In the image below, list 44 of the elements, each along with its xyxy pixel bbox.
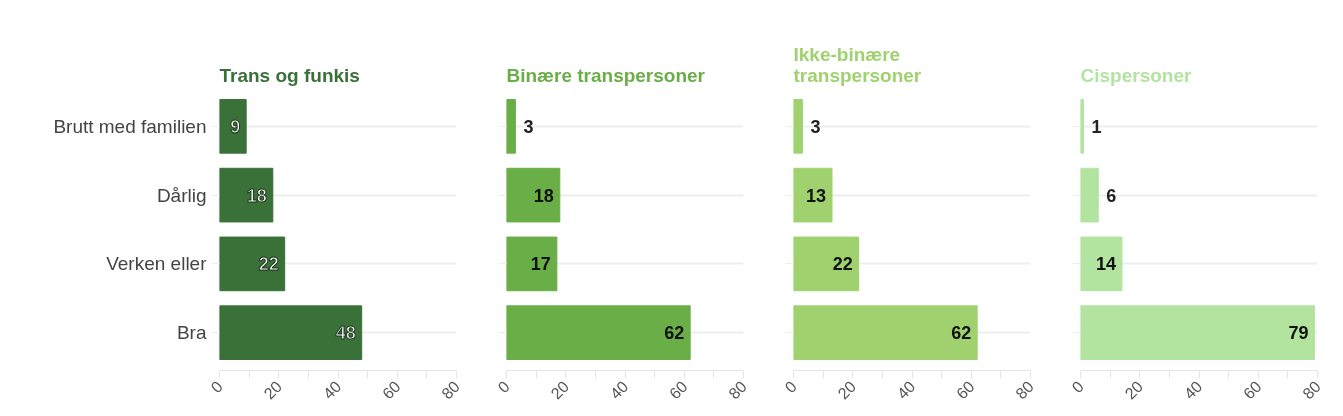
x-tick-label: 40 — [606, 377, 632, 403]
data-label: 3 — [810, 116, 821, 137]
x-tick-label: 80 — [1012, 377, 1037, 403]
x-tick-label: 0 — [207, 377, 226, 397]
y-tick-label: Brutt med familien — [53, 115, 207, 137]
y-tick-label: Bra — [176, 322, 207, 344]
x-tick-label: 20 — [1121, 377, 1147, 403]
data-label: 14 — [1095, 254, 1116, 275]
x-tick-label: 80 — [1299, 377, 1324, 403]
x-tick-label: 20 — [260, 377, 286, 403]
chart-title: Binære transpersoner — [506, 64, 706, 86]
data-label: 3 — [523, 116, 534, 137]
data-label: 79 — [1288, 323, 1309, 344]
data-label: 62 — [951, 323, 972, 344]
x-tick-label: 60 — [1240, 377, 1265, 403]
x-tick-label: 60 — [953, 377, 978, 403]
data-label: 6 — [1106, 185, 1117, 206]
x-tick-label: 20 — [547, 377, 573, 403]
data-label: 17 — [530, 254, 551, 275]
data-label: 18 — [533, 185, 554, 206]
x-tick-label: 60 — [379, 377, 404, 403]
chart-title: Cispersoner — [1080, 64, 1192, 86]
x-tick-label: 0 — [1068, 377, 1087, 397]
x-tick-label: 80 — [438, 377, 463, 403]
data-label: 62 — [664, 323, 685, 344]
data-label: 18 — [246, 185, 267, 206]
data-label: 22 — [258, 254, 279, 275]
x-tick-label: 80 — [725, 377, 750, 403]
y-tick-label: Dårlig — [156, 184, 207, 206]
chart-title: Trans og funkis — [219, 64, 360, 86]
x-tick-label: 40 — [893, 377, 919, 403]
data-label: 48 — [335, 323, 356, 344]
data-label: 13 — [805, 185, 827, 206]
x-tick-label: 0 — [494, 377, 513, 397]
x-tick-label: 60 — [666, 377, 691, 403]
y-tick-label: Verken eller — [106, 253, 208, 275]
x-tick-label: 40 — [1180, 377, 1206, 403]
x-tick-label: 20 — [834, 377, 860, 403]
data-label: 22 — [832, 254, 853, 275]
data-label: 9 — [230, 116, 241, 137]
data-label: 1 — [1091, 116, 1102, 137]
x-tick-label: 0 — [781, 377, 800, 397]
x-tick-label: 40 — [319, 377, 345, 403]
chart-title: Ikke-binære transpersoner — [793, 43, 922, 86]
